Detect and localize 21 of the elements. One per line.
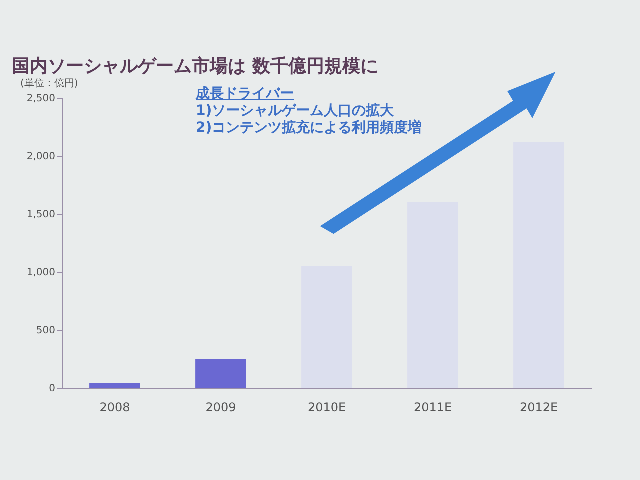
bar (408, 202, 458, 388)
annotation: 2)コンテンツ拡充による利用頻度増 (196, 120, 422, 137)
x-tick-label: 2010E (308, 400, 346, 414)
y-tick-label: 1,000 (26, 268, 56, 278)
bar (514, 142, 564, 388)
annotation: 成長ドライバー (196, 86, 295, 103)
y-tick-label: 2,500 (26, 94, 56, 104)
bar (196, 359, 246, 388)
y-tick-label: 0 (49, 384, 56, 394)
x-tick-label: 2008 (100, 400, 130, 414)
bar (90, 383, 140, 388)
chart-title: 国内ソーシャルゲーム市場は 数千億円規模に (12, 56, 378, 77)
y-tick-label: 2,000 (26, 152, 56, 162)
x-tick-label: 2012E (520, 400, 558, 414)
annotation: 1)ソーシャルゲーム人口の拡大 (196, 103, 396, 120)
bar (302, 266, 352, 388)
x-tick-label: 2011E (414, 400, 452, 414)
y-tick-label: 1,500 (26, 210, 56, 220)
y-axis-title: (単位：億円) (20, 78, 78, 90)
x-tick-label: 2009 (206, 400, 236, 414)
y-tick-label: 500 (36, 326, 56, 336)
